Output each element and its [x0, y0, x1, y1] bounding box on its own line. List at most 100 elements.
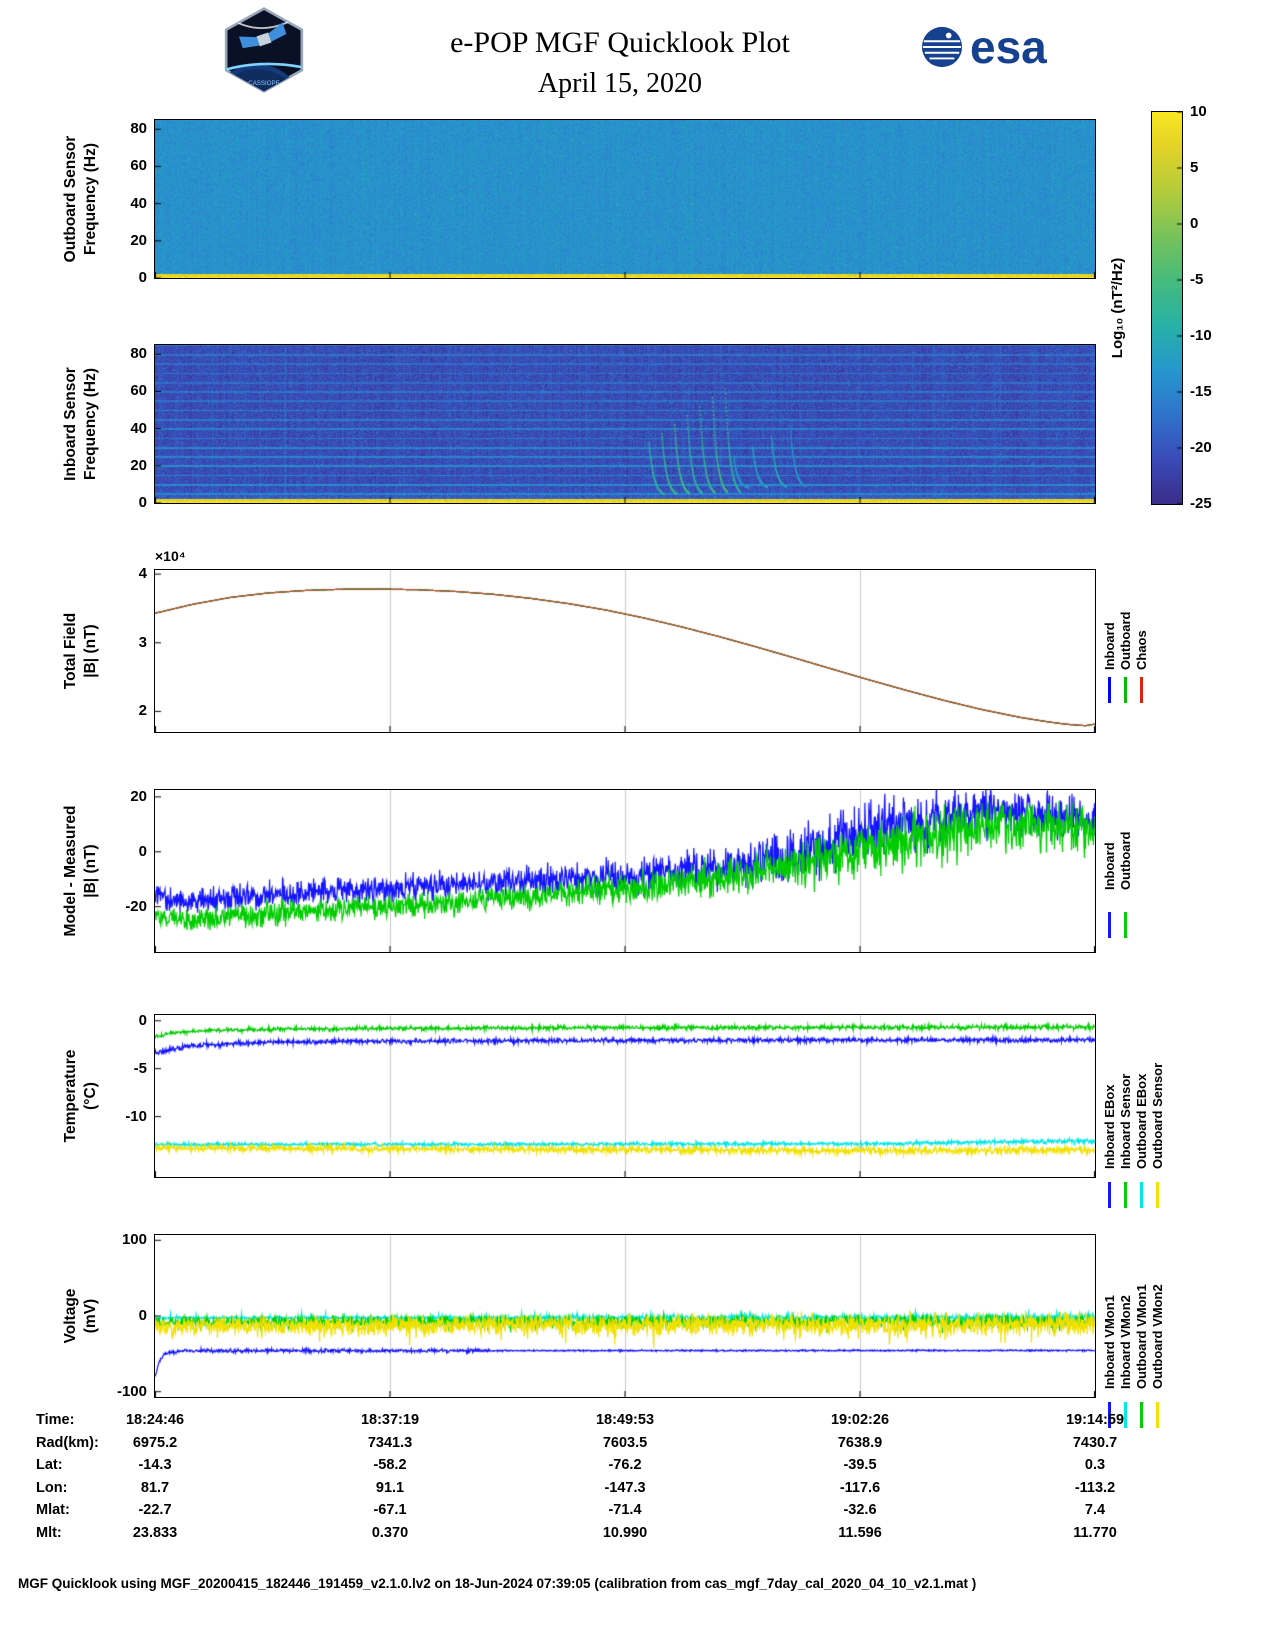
- outboard-spectrogram-plot: [155, 120, 1095, 278]
- total-field-ytick-label: 2: [138, 702, 147, 720]
- total-field-legend: Inboard Outboard Chaos: [1102, 574, 1150, 671]
- mission-patch-label: CASSIOPE: [248, 80, 279, 87]
- voltage-legend-label: Inboard VMon1: [1102, 1295, 1117, 1389]
- colorbar-axis-label: Log₁₀ (nT²/Hz): [1109, 257, 1126, 359]
- voltage-legend: Inboard VMon1 Inboard VMon2 Outboard VMon1…: [1102, 1239, 1166, 1389]
- colorbar-tick-label: 10: [1190, 103, 1207, 120]
- total-field-legend-label: Outboard: [1118, 611, 1133, 671]
- axis-tick-value: 7341.3: [367, 1434, 413, 1451]
- axis-tick-value: 7603.5: [602, 1434, 648, 1451]
- voltage-legend-label: Outboard VMon1: [1134, 1284, 1149, 1389]
- voltage-ytick-label: 0: [138, 1307, 147, 1324]
- axis-tick-value: 19:02:26: [830, 1412, 890, 1428]
- total-field-legend-swatch: [1140, 677, 1143, 703]
- voltage-legend-swatch: [1124, 1402, 1127, 1428]
- inboard-spectrogram-plot: [155, 345, 1095, 503]
- axis-tick-value: 11.770: [1073, 1524, 1117, 1541]
- axis-tick-value: -147.3: [604, 1479, 646, 1496]
- temperature-ytick-label: 0: [138, 1011, 147, 1029]
- axis-row-label: Lon:: [36, 1479, 68, 1496]
- colorbar-gradient: [1152, 112, 1182, 504]
- temperature-panel: [154, 1014, 1096, 1178]
- model-minus-measured-legend-label: Inboard: [1102, 842, 1117, 890]
- temperature-ytick-label: -10: [125, 1107, 147, 1125]
- esa-emblem-icon: [921, 26, 963, 68]
- axis-tick-value: -71.4: [608, 1502, 642, 1518]
- model-minus-measured-plot: [155, 790, 1095, 952]
- voltage-legend-label: Inboard VMon2: [1118, 1295, 1133, 1389]
- voltage-ylabel: Voltage (mV): [62, 1288, 100, 1344]
- temperature-legend-swatch: [1108, 1182, 1111, 1208]
- inboard-spectrogram-ytick-label: 80: [130, 345, 147, 363]
- model-minus-measured-legend-swatch: [1108, 912, 1111, 938]
- model-minus-measured-legend-label: Outboard: [1118, 831, 1133, 891]
- total-field-legend-swatch: [1108, 677, 1111, 703]
- total-field-legend-swatch: [1124, 677, 1127, 703]
- voltage-panel: [154, 1234, 1096, 1398]
- axis-row-label: Rad(km):: [36, 1434, 99, 1451]
- axis-tick-value: 81.7: [140, 1479, 170, 1496]
- axis-tick-value: 7430.7: [1072, 1434, 1118, 1451]
- colorbar-tick-label: -15: [1190, 383, 1212, 400]
- cassiope-mission-patch: CASSIOPE: [224, 7, 304, 93]
- inboard-spectrogram-ytick-label: 40: [130, 419, 147, 437]
- inboard-spectrogram-panel: [154, 344, 1096, 504]
- axis-tick-value: -58.2: [373, 1457, 407, 1473]
- axis-tick-value: -39.5: [843, 1457, 877, 1473]
- axis-row-label: Time:: [36, 1412, 75, 1428]
- model-minus-measured-ylabel: Model - Measured |B| (nT): [62, 805, 100, 937]
- axis-row-label: Lat:: [36, 1457, 63, 1473]
- voltage-legend-swatch: [1140, 1402, 1143, 1428]
- outboard-spectrogram-ytick-label: 60: [130, 157, 147, 175]
- esa-wordmark: esa: [970, 21, 1047, 73]
- axis-tick-value: 91.1: [375, 1479, 405, 1496]
- outboard-spectrogram-ytick-label: 80: [130, 120, 147, 138]
- outboard-spectrogram-ytick-label: 20: [130, 231, 147, 249]
- inboard-spectrogram-ytick-label: 20: [130, 456, 147, 474]
- axis-tick-value: 7.4: [1084, 1502, 1106, 1518]
- axis-tick-value: -22.7: [138, 1502, 172, 1518]
- axis-row-label: Mlat:: [36, 1502, 70, 1518]
- plot-title: e-POP MGF Quicklook Plot: [450, 26, 790, 59]
- axis-tick-value: 23.833: [132, 1524, 178, 1541]
- axis-tick-value: 11.596: [838, 1524, 882, 1541]
- colorbar-tick-label: -10: [1190, 327, 1212, 344]
- outboard-spectrogram-ylabel: Outboard Sensor Frequency (Hz): [62, 135, 100, 263]
- voltage-legend-label: Outboard VMon2: [1150, 1284, 1165, 1389]
- axis-tick-value: 18:49:53: [595, 1412, 655, 1428]
- axis-tick-value: 0.370: [371, 1524, 409, 1541]
- esa-logo: esa: [920, 24, 1047, 70]
- outboard-spectrogram-panel: [154, 119, 1096, 279]
- axis-tick-value: 19:14:59: [1065, 1412, 1125, 1428]
- outboard-spectrogram-ytick-label: 40: [130, 194, 147, 212]
- model-minus-measured-legend: Inboard Outboard: [1102, 794, 1134, 891]
- axis-tick-value: -113.2: [1074, 1479, 1116, 1496]
- total-field-scale-label: ×10⁴: [155, 548, 186, 564]
- colorbar-tick-label: -20: [1190, 439, 1212, 456]
- total-field-legend-label: Inboard: [1102, 622, 1117, 670]
- model-minus-measured-legend-swatch: [1124, 912, 1127, 938]
- voltage-ytick-label: -100: [116, 1382, 147, 1400]
- axis-tick-value: -67.1: [373, 1502, 407, 1518]
- temperature-legend-label: Outboard Sensor: [1150, 1062, 1165, 1169]
- axis-row-label: Mlt:: [36, 1524, 62, 1541]
- axis-tick-value: 6975.2: [132, 1434, 178, 1451]
- model-minus-measured-panel: [154, 789, 1096, 953]
- voltage-ytick-label: 100: [121, 1231, 147, 1249]
- axis-tick-value: -32.6: [843, 1502, 877, 1518]
- colorbar: [1151, 111, 1183, 505]
- plot-date: April 15, 2020: [537, 68, 703, 99]
- axis-tick-value: -76.2: [608, 1457, 642, 1473]
- satellite-icon: [238, 22, 287, 49]
- axis-tick-value: 18:24:46: [125, 1412, 185, 1428]
- total-field-plot: [155, 570, 1095, 732]
- temperature-legend-swatch: [1124, 1182, 1127, 1208]
- voltage-plot: [155, 1235, 1095, 1397]
- temperature-legend-label: Inboard EBox: [1102, 1084, 1117, 1169]
- temperature-legend-swatch: [1156, 1182, 1159, 1208]
- inboard-spectrogram-ytick-label: 60: [130, 382, 147, 400]
- model-minus-measured-ytick-label: -20: [125, 897, 147, 915]
- colorbar-tick-label: -25: [1190, 495, 1212, 512]
- temperature-ylabel: Temperature (°C): [62, 1049, 100, 1143]
